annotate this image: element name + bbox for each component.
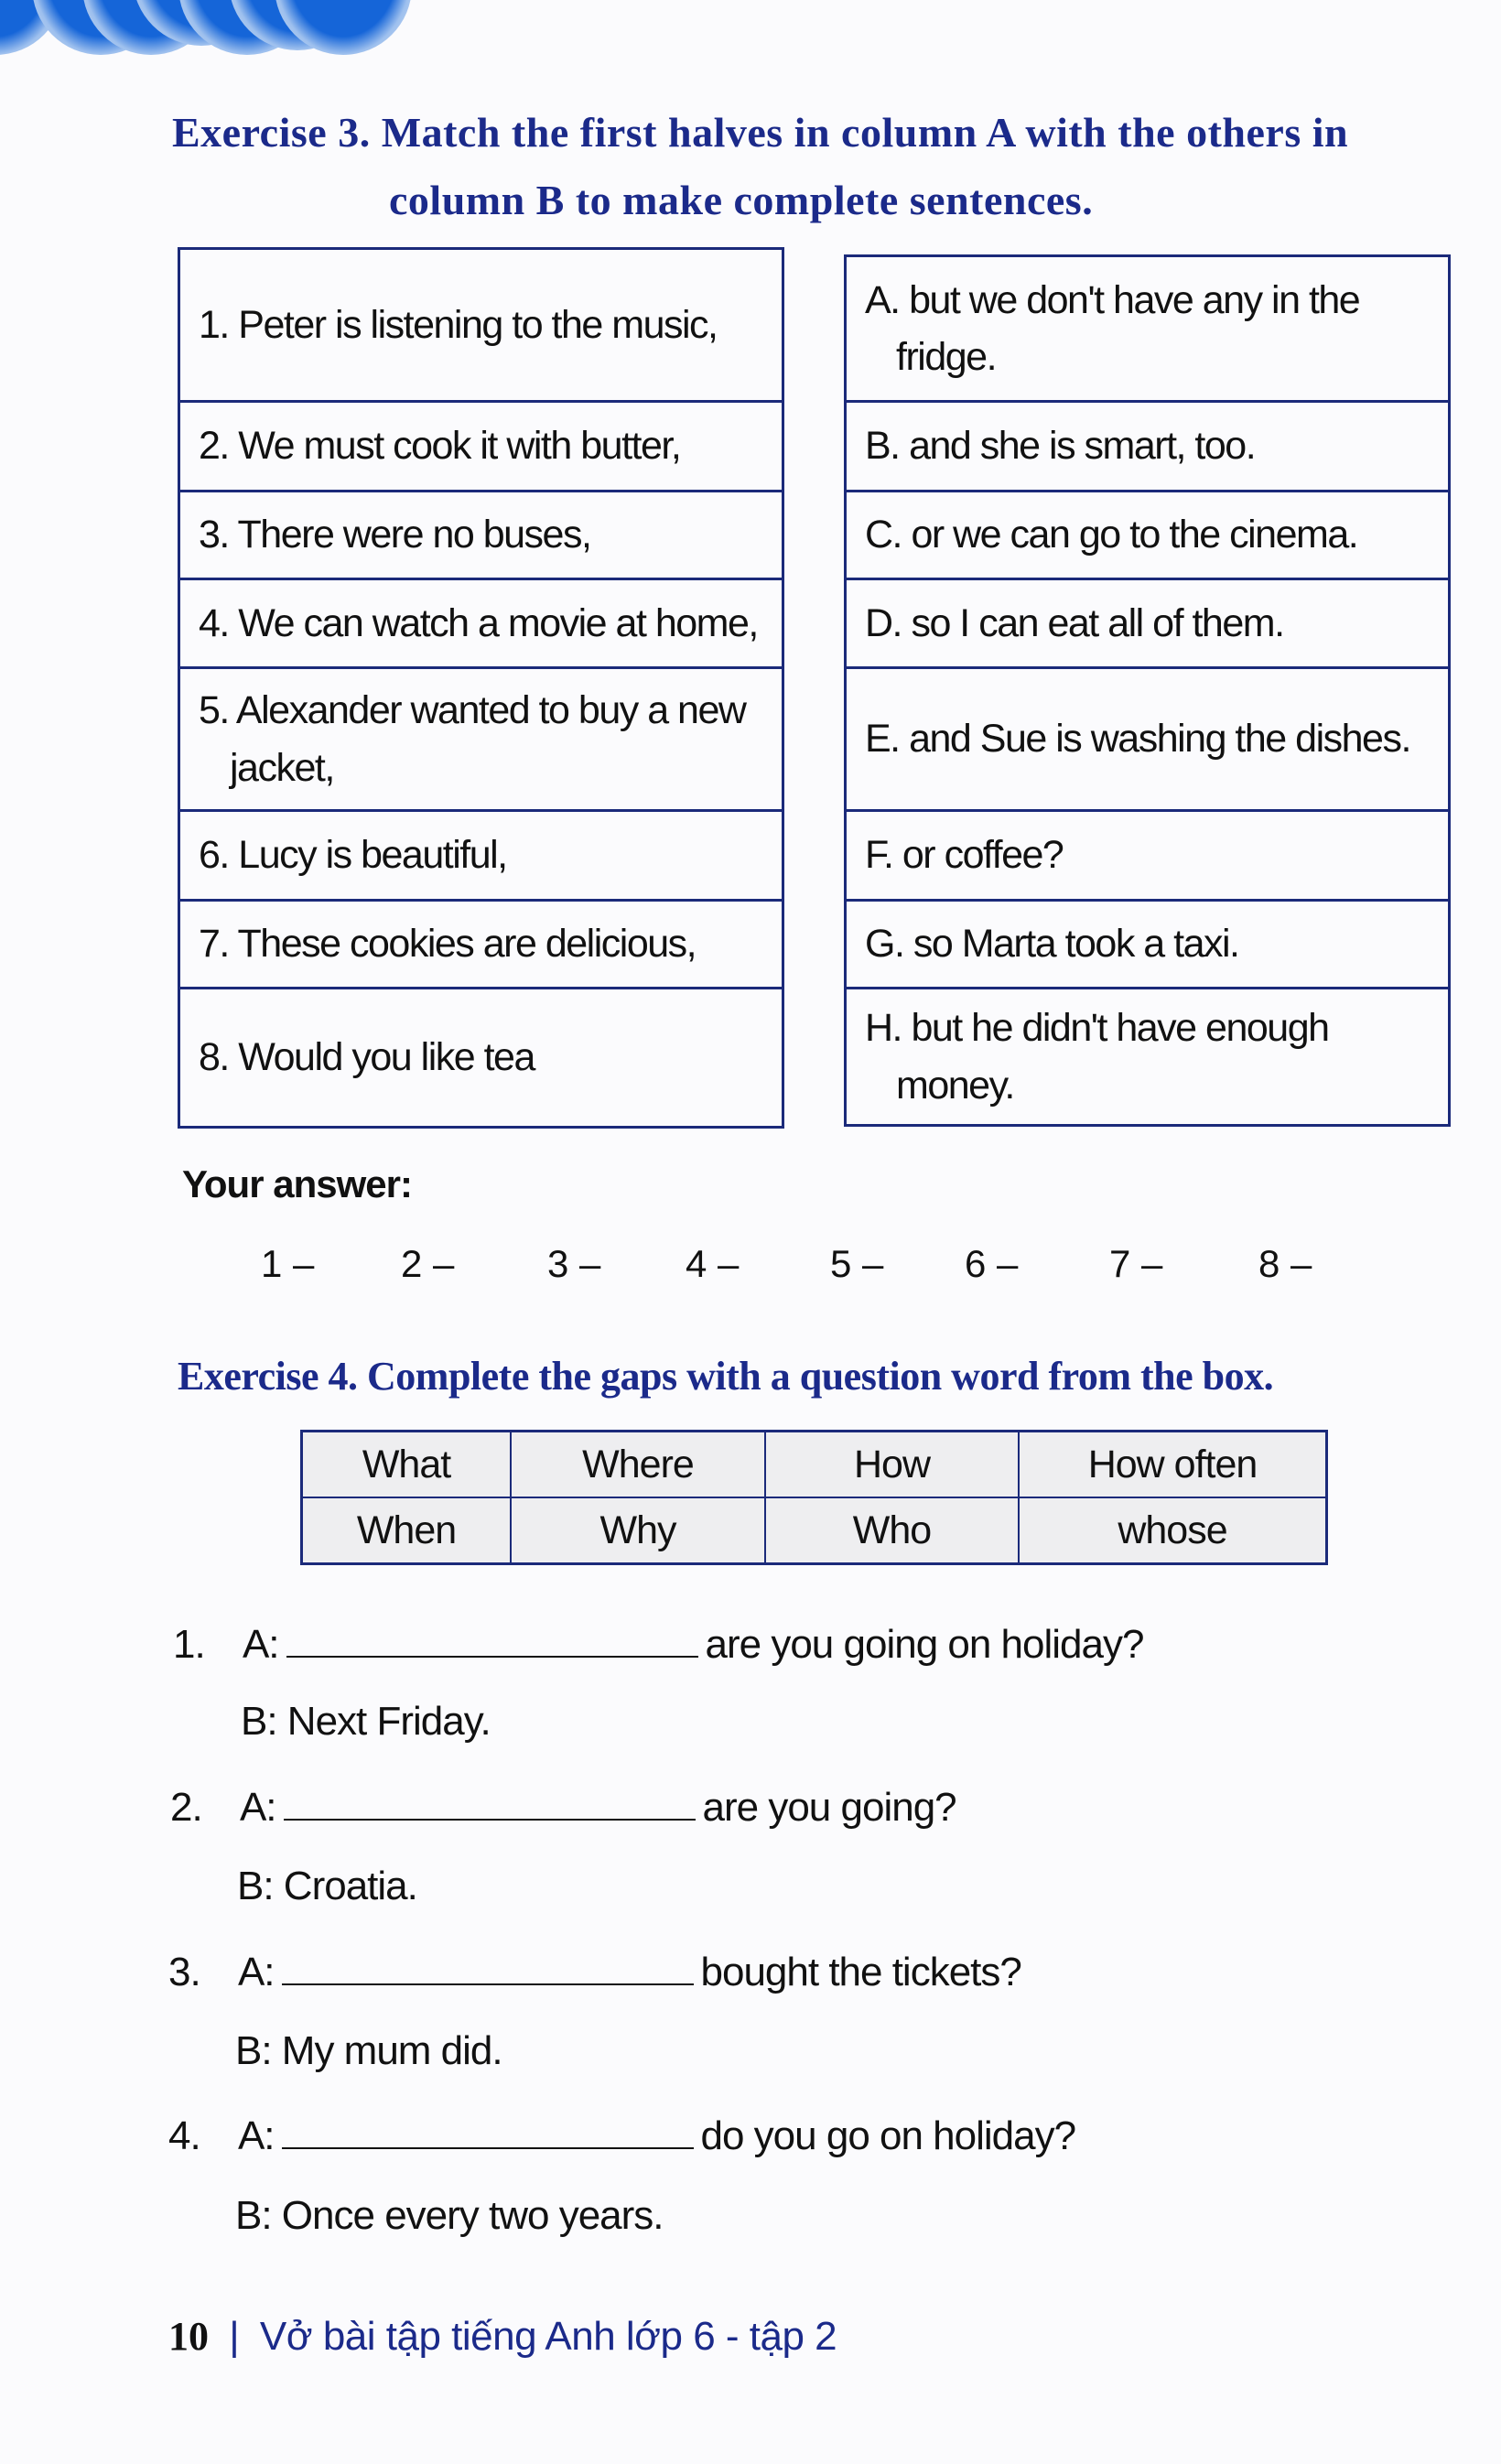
speaker-a: A: <box>237 2113 275 2158</box>
exercise3-title-line2: column B to make complete sentences. <box>389 177 1094 223</box>
exercise3-title: Exercise 3. Match the first halves in co… <box>172 109 1349 156</box>
answer-blank[interactable] <box>281 2114 694 2149</box>
book-title: Vở bài tập tiếng Anh lớp 6 - tập 2 <box>259 2314 837 2359</box>
word-cell: Where <box>512 1432 766 1498</box>
question-text: bought the tickets? <box>700 1950 1022 1994</box>
question-4: 4. A: do you go on holiday? <box>168 2113 1077 2159</box>
column-a-item: 2. We must cook it with butter, <box>180 400 782 490</box>
question-text: are you going? <box>702 1785 957 1830</box>
speaker-a: A: <box>242 1622 280 1667</box>
answer-blank[interactable] <box>281 1951 694 1985</box>
response-4: B: Once every two years. <box>235 2193 664 2238</box>
column-b-item: D. so I can eat all of them. <box>847 578 1448 666</box>
word-cell: How often <box>1020 1432 1325 1498</box>
question-2: 2. A: are you going? <box>170 1785 957 1831</box>
question-1: 1. A: are you going on holiday? <box>173 1622 1145 1668</box>
question-number: 4. <box>168 2113 201 2158</box>
column-a-table: 1. Peter is listening to the music, 2. W… <box>178 247 784 1129</box>
word-cell: How <box>766 1432 1020 1498</box>
answer-slot[interactable]: 7 – <box>1109 1242 1163 1285</box>
question-text: do you go on holiday? <box>700 2113 1077 2158</box>
speaker-a: A: <box>239 1785 277 1830</box>
answer-slot[interactable]: 2 – <box>401 1242 455 1285</box>
column-a-item: 7. These cookies are delicious, <box>180 899 782 987</box>
answer-slot[interactable]: 6 – <box>965 1242 1019 1285</box>
your-answer-label: Your answer: <box>182 1162 413 1205</box>
answer-slot[interactable]: 3 – <box>547 1242 601 1285</box>
column-a-item: 8. Would you like tea <box>180 987 782 1126</box>
page-number: 10 <box>168 2314 209 2359</box>
question-number: 3. <box>168 1950 201 1994</box>
answer-slot[interactable]: 1 – <box>261 1242 315 1285</box>
response-2: B: Croatia. <box>237 1864 418 1908</box>
column-b-item: A. but we don't have any in the fridge. <box>865 277 1361 379</box>
question-word-box: What Where How How often When Why Who wh… <box>300 1430 1328 1565</box>
column-b-item: F. or coffee? <box>847 809 1448 899</box>
exercise4-title: Exercise 4. Complete the gaps with a que… <box>178 1354 1274 1399</box>
question-3: 3. A: bought the tickets? <box>168 1950 1022 1995</box>
word-cell: When <box>303 1498 512 1562</box>
column-b-item: C. or we can go to the cinema. <box>847 490 1448 578</box>
question-text: are you going on holiday? <box>705 1622 1145 1667</box>
column-b-table: A. but we don't have any in the fridge. … <box>844 254 1451 1127</box>
answer-slot[interactable]: 4 – <box>686 1242 740 1285</box>
answer-blank[interactable] <box>283 1786 696 1821</box>
column-a-item: 1. Peter is listening to the music, <box>199 302 718 347</box>
column-b-item: H. but he didn't have enough money. <box>847 987 1448 1124</box>
response-3: B: My mum did. <box>235 2028 503 2073</box>
column-b-item: B. and she is smart, too. <box>847 400 1448 490</box>
column-a-item: 5. Alexander wanted to buy a new jacket, <box>180 666 782 809</box>
column-b-item: G. so Marta took a taxi. <box>847 899 1448 987</box>
speaker-a: A: <box>237 1950 275 1994</box>
word-cell: Who <box>766 1498 1020 1562</box>
column-b-item: E. and Sue is washing the dishes. <box>847 666 1448 809</box>
column-a-item: 4. We can watch a movie at home, <box>180 578 782 666</box>
answer-slot[interactable]: 8 – <box>1258 1242 1312 1285</box>
word-cell: What <box>303 1432 512 1498</box>
answer-blank[interactable] <box>286 1623 698 1658</box>
answer-slot[interactable]: 5 – <box>830 1242 884 1285</box>
word-cell: Why <box>512 1498 766 1562</box>
question-number: 1. <box>173 1622 206 1667</box>
word-cell: whose <box>1118 1508 1227 1552</box>
column-a-item: 3. There were no buses, <box>180 490 782 578</box>
question-number: 2. <box>170 1785 203 1830</box>
response-1: B: Next Friday. <box>241 1699 491 1744</box>
page-footer: 10 | Vở bài tập tiếng Anh lớp 6 - tập 2 <box>168 2314 837 2359</box>
column-a-item: 6. Lucy is beautiful, <box>180 809 782 899</box>
